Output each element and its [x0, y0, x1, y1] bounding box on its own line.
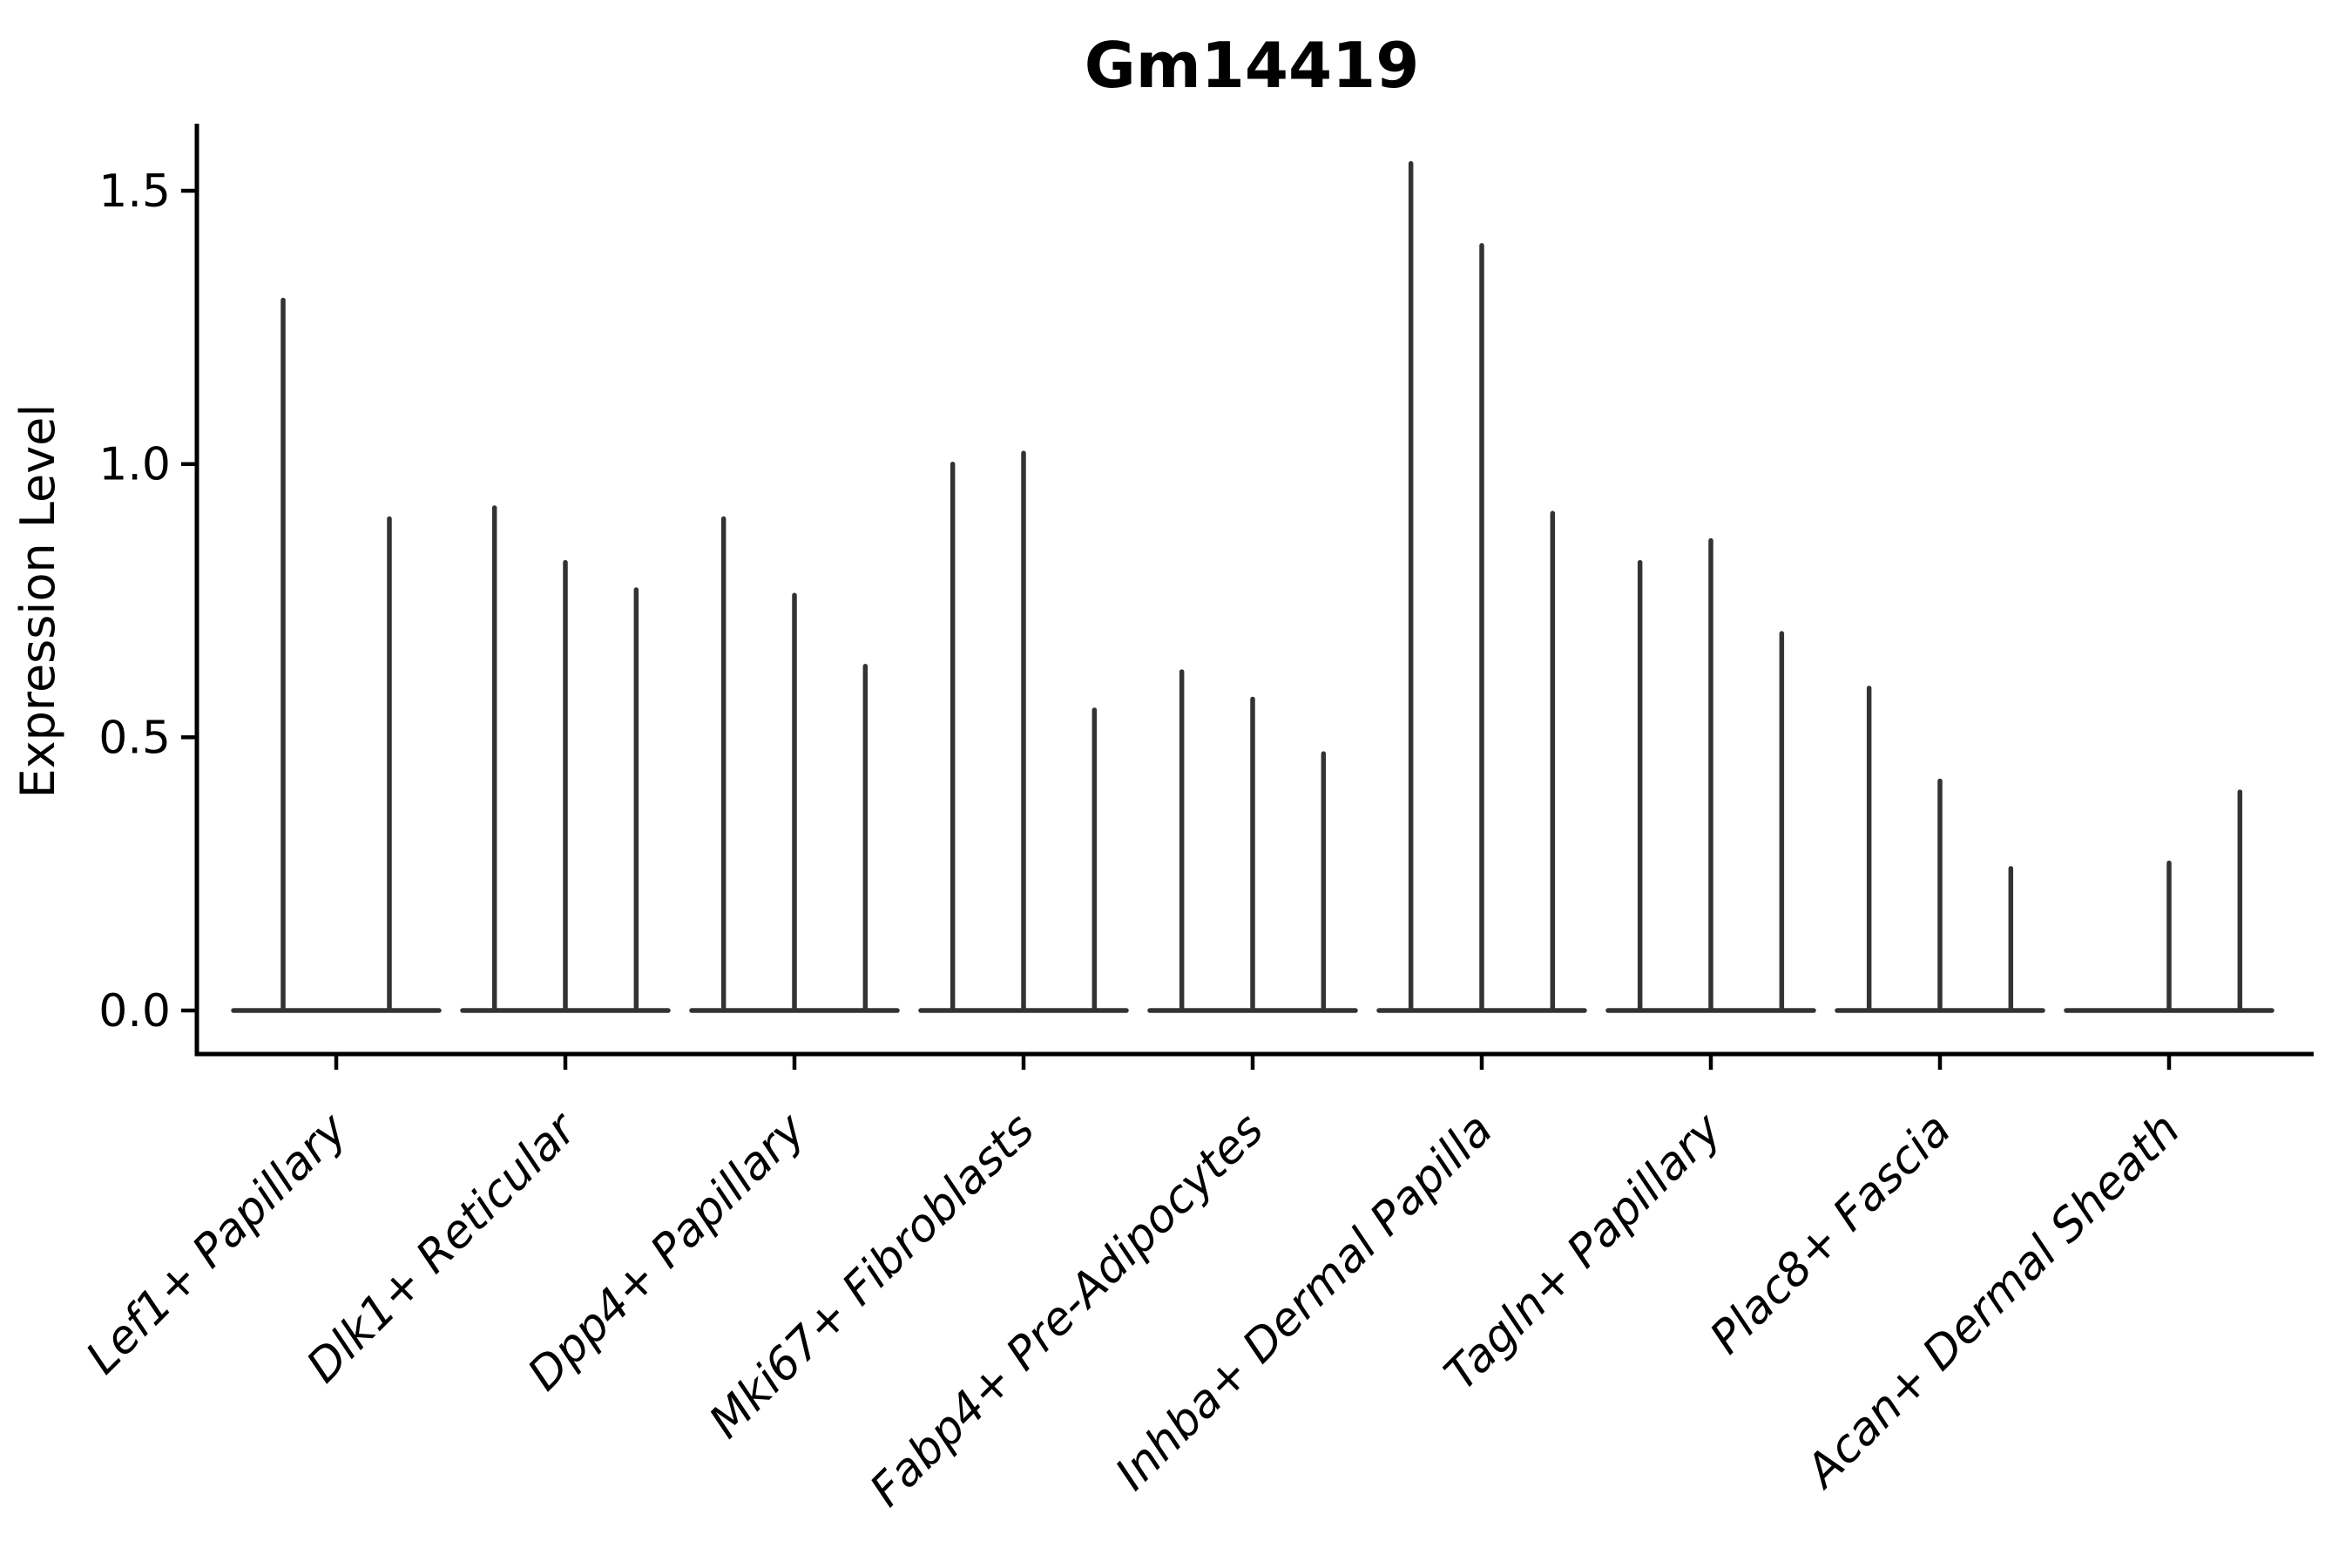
chart-title: Gm14419 — [1085, 29, 1420, 102]
x-category-label: Plac8+ Fascia — [1700, 1104, 1961, 1364]
violins-layer — [231, 160, 2274, 1013]
y-tick-label: 0.5 — [98, 712, 171, 764]
x-category-label: Acan+ Dermal Sheath — [1794, 1104, 2190, 1499]
x-category-label: Inhba+ Dermal Papilla — [1105, 1104, 1503, 1501]
y-tick-label: 1.0 — [98, 439, 171, 491]
x-category-label: Fabp4+ Pre-Adipocytes — [861, 1104, 1274, 1517]
y-axis-label: Expression Level — [10, 404, 65, 799]
axes-layer — [181, 124, 2314, 1070]
y-tick-label: 1.5 — [98, 166, 171, 218]
y-tick-label: 0.0 — [98, 985, 171, 1037]
